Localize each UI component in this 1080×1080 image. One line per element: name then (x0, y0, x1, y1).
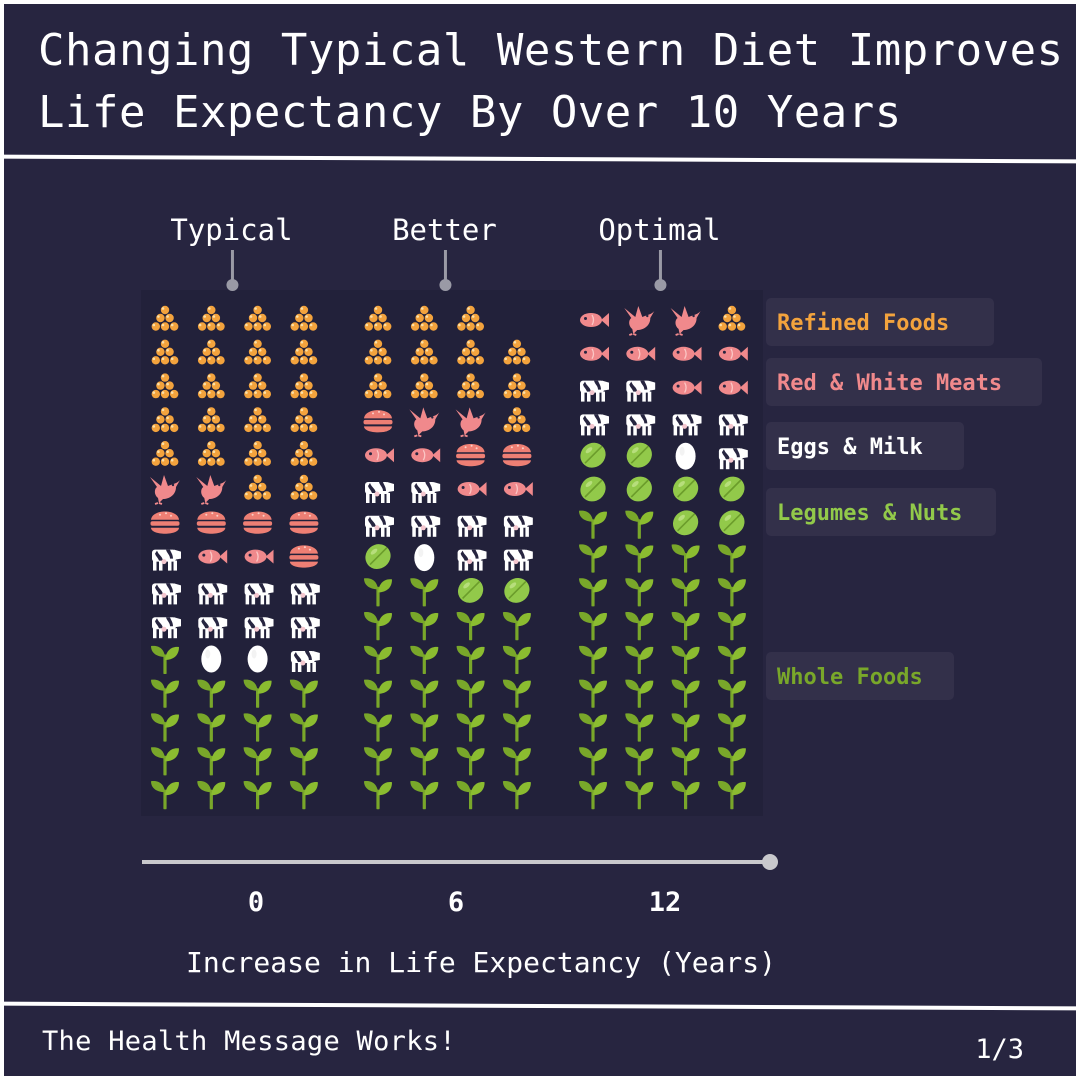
legend-label-refined: Refined Foods (777, 311, 949, 336)
x-tick-label: 6 (448, 887, 464, 918)
burger-icon (243, 511, 273, 534)
column-connector-dot (226, 279, 239, 291)
legend-label-meat: Red & White Meats (777, 371, 1002, 396)
egg-icon (201, 645, 222, 673)
burger-icon (502, 443, 532, 467)
burger-icon (289, 511, 319, 534)
burger-icon (150, 511, 180, 534)
footer-message: The Health Message Works! (42, 1026, 456, 1057)
title-line-2: Life Expectancy By Over 10 Years (38, 87, 902, 138)
burger-icon (456, 443, 486, 467)
x-tick-label: 0 (248, 887, 264, 918)
chart-title: Changing Typical Western Diet Improves L… (38, 20, 1068, 144)
burger-icon (289, 545, 319, 568)
legend-label-whole: Whole Foods (777, 665, 923, 690)
column-label-typical: Typical (170, 213, 292, 247)
x-axis-title: Increase in Life Expectancy (Years) (186, 946, 776, 979)
plot-area (141, 290, 763, 816)
legend-label-eggs: Eggs & Milk (777, 435, 923, 460)
column-label-better: Better (392, 213, 497, 247)
x-tick-label: 12 (649, 887, 682, 918)
legend-badge-legumes (766, 488, 996, 536)
egg-icon (247, 645, 268, 673)
legend-badge-eggs (766, 422, 964, 470)
legend-badge-refined (766, 298, 994, 346)
egg-icon (675, 442, 696, 470)
x-axis-end-dot (762, 854, 778, 870)
legend-badge-meat (766, 358, 1042, 406)
legend-label-legumes: Legumes & Nuts (777, 501, 962, 526)
column-label-optimal: Optimal (598, 213, 720, 247)
egg-icon (414, 544, 435, 572)
burger-icon (196, 511, 226, 534)
page-indicator: 1/3 (975, 1034, 1024, 1065)
legend-badge-whole (766, 652, 954, 700)
column-connector-dot (654, 279, 667, 291)
column-connector-dot (439, 279, 452, 291)
title-line-1: Changing Typical Western Diet Improves (38, 25, 1064, 76)
burger-icon (363, 410, 393, 433)
